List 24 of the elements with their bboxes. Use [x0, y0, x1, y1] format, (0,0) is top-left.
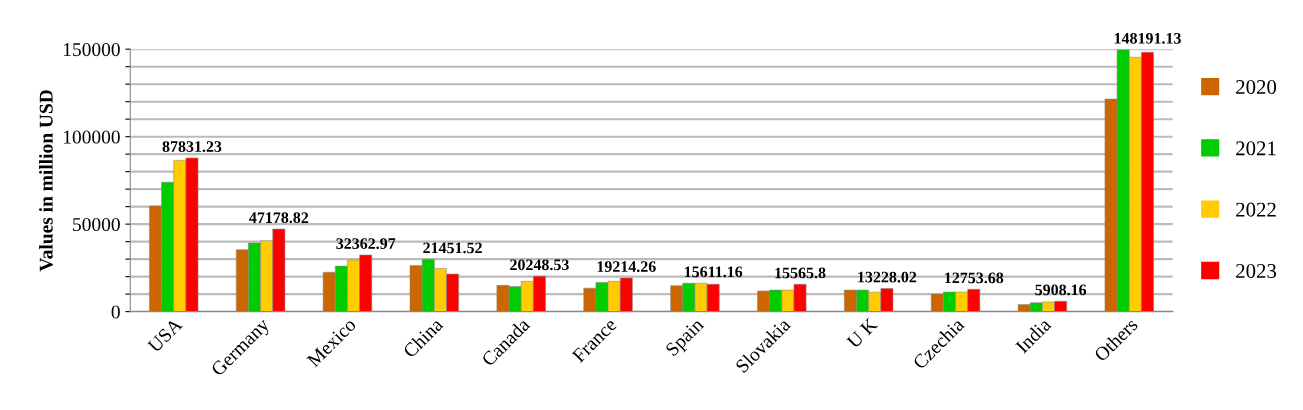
legend-label: 2022	[1236, 202, 1276, 217]
y-tick-label: 150000	[63, 43, 120, 57]
x-tick-label: USA	[146, 317, 184, 354]
y-axis-title: Values in million USD	[39, 90, 53, 272]
y-tick-label: 0	[111, 305, 120, 319]
data-label: 15565.8	[775, 267, 826, 279]
data-label: 12753.68	[945, 272, 1004, 284]
data-label: 21451.52	[423, 242, 482, 254]
legend-label: 2023	[1236, 263, 1277, 278]
legend-label: 2021	[1236, 141, 1276, 156]
y-tick-label: 50000	[73, 217, 120, 232]
data-label: 148191.13	[1114, 32, 1181, 44]
data-label: 15611.16	[684, 266, 743, 278]
data-label: 13228.02	[858, 271, 917, 283]
data-label: 47178.82	[249, 212, 309, 224]
x-tick-label: India	[1014, 316, 1052, 354]
data-label: 19214.26	[597, 261, 656, 273]
data-label: 32362.97	[336, 238, 396, 250]
data-label: 20248.53	[510, 259, 569, 271]
x-tick-label: U K	[846, 317, 879, 350]
y-tick-label: 100000	[63, 130, 120, 144]
data-label: 5908.16	[1035, 284, 1087, 296]
legend-label: 2020	[1236, 79, 1277, 95]
data-label: 87831.23	[162, 141, 222, 152]
